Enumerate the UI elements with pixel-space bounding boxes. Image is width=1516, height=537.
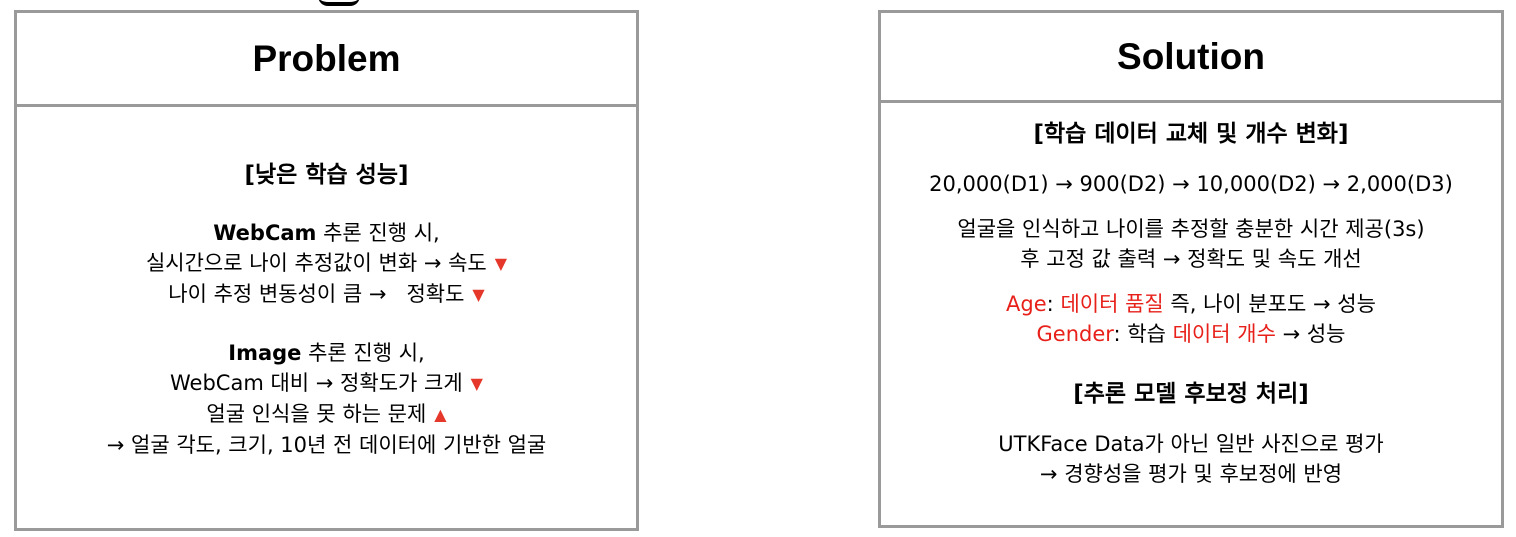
solution-heading-postprocess: [추론 모델 후보정 처리] xyxy=(1073,381,1309,407)
solution-heading-data: [학습 데이터 교체 및 개수 변화] xyxy=(1033,121,1349,147)
problem-up-icon: ▲ xyxy=(434,405,447,424)
image-line-1: Image 추론 진행 시, xyxy=(17,338,636,368)
image-label: Image xyxy=(228,341,302,365)
webcam-line-2-text: 실시간으로 나이 추정값이 변화 → 속도 xyxy=(145,251,487,275)
speed-down-icon: ▼ xyxy=(494,254,508,273)
webcam-line-1-text: 추론 진행 시, xyxy=(316,221,440,245)
image-line-1-text: 추론 진행 시, xyxy=(301,341,425,365)
age-line: Age: 데이터 품질 즉, 나이 분포도 → 성능 xyxy=(881,289,1501,319)
gender-colon: : 학습 xyxy=(1113,322,1173,346)
age-rest: 즉, 나이 분포도 → 성능 xyxy=(1163,292,1376,316)
problem-body: [낮은 학습 성능] WebCam 추론 진행 시, 실시간으로 나이 추정값이… xyxy=(17,160,636,460)
problem-heading: [낮은 학습 성능] xyxy=(244,162,409,188)
solution-desc-2: 후 고정 값 출력 → 정확도 및 속도 개선 xyxy=(1020,247,1362,271)
image-line-2-text: WebCam 대비 → 정확도가 크게 xyxy=(170,371,463,395)
gender-line: Gender: 학습 데이터 개수 → 성능 xyxy=(881,319,1501,349)
accuracy-greatly-down-icon: ▼ xyxy=(470,374,483,393)
webcam-line-3-text: 나이 추정 변동성이 큼 → 정확도 xyxy=(168,282,465,306)
eval-line-2: → 경향성을 평가 및 후보정에 반영 xyxy=(1039,462,1343,486)
webcam-line-2: 실시간으로 나이 추정값이 변화 → 속도 ▼ xyxy=(17,248,636,279)
problem-panel: Problem [낮은 학습 성능] WebCam 추론 진행 시, 실시간으로… xyxy=(14,10,639,531)
image-line-4: → 얼굴 각도, 크기, 10년 전 데이터에 기반한 얼굴 xyxy=(106,433,547,457)
accuracy-down-icon: ▼ xyxy=(472,285,485,304)
image-line-3: 얼굴 인식을 못 하는 문제 ▲ xyxy=(17,399,636,430)
age-colon: : xyxy=(1046,292,1061,316)
solution-panel: Solution [학습 데이터 교체 및 개수 변화] 20,000(D1) … xyxy=(878,10,1504,528)
solution-body: [학습 데이터 교체 및 개수 변화] 20,000(D1) → 900(D2)… xyxy=(881,119,1501,489)
webcam-line-3: 나이 추정 변동성이 큼 → 정확도 ▼ xyxy=(17,279,636,310)
image-line-3-text: 얼굴 인식을 못 하는 문제 xyxy=(206,402,427,426)
eval-line-1: UTKFace Data가 아닌 일반 사진으로 평가 xyxy=(998,432,1384,456)
age-highlight: 데이터 품질 xyxy=(1060,292,1164,316)
solution-desc-1: 얼굴을 인식하고 나이를 추정할 충분한 시간 제공(3s) xyxy=(957,217,1425,241)
dataset-flow: 20,000(D1) → 900(D2) → 10,000(D2) → 2,00… xyxy=(929,172,1453,196)
image-line-2: WebCam 대비 → 정확도가 크게 ▼ xyxy=(17,368,636,399)
gender-label: Gender xyxy=(1036,322,1114,346)
gender-highlight: 데이터 개수 xyxy=(1172,322,1276,346)
solution-title: Solution xyxy=(881,13,1501,103)
webcam-line-1: WebCam 추론 진행 시, xyxy=(17,218,636,248)
top-decoration-stroke xyxy=(318,0,360,6)
problem-title: Problem xyxy=(17,13,636,107)
gender-rest: → 성능 xyxy=(1275,322,1346,346)
age-label: Age xyxy=(1006,292,1047,316)
webcam-label: WebCam xyxy=(213,221,317,245)
